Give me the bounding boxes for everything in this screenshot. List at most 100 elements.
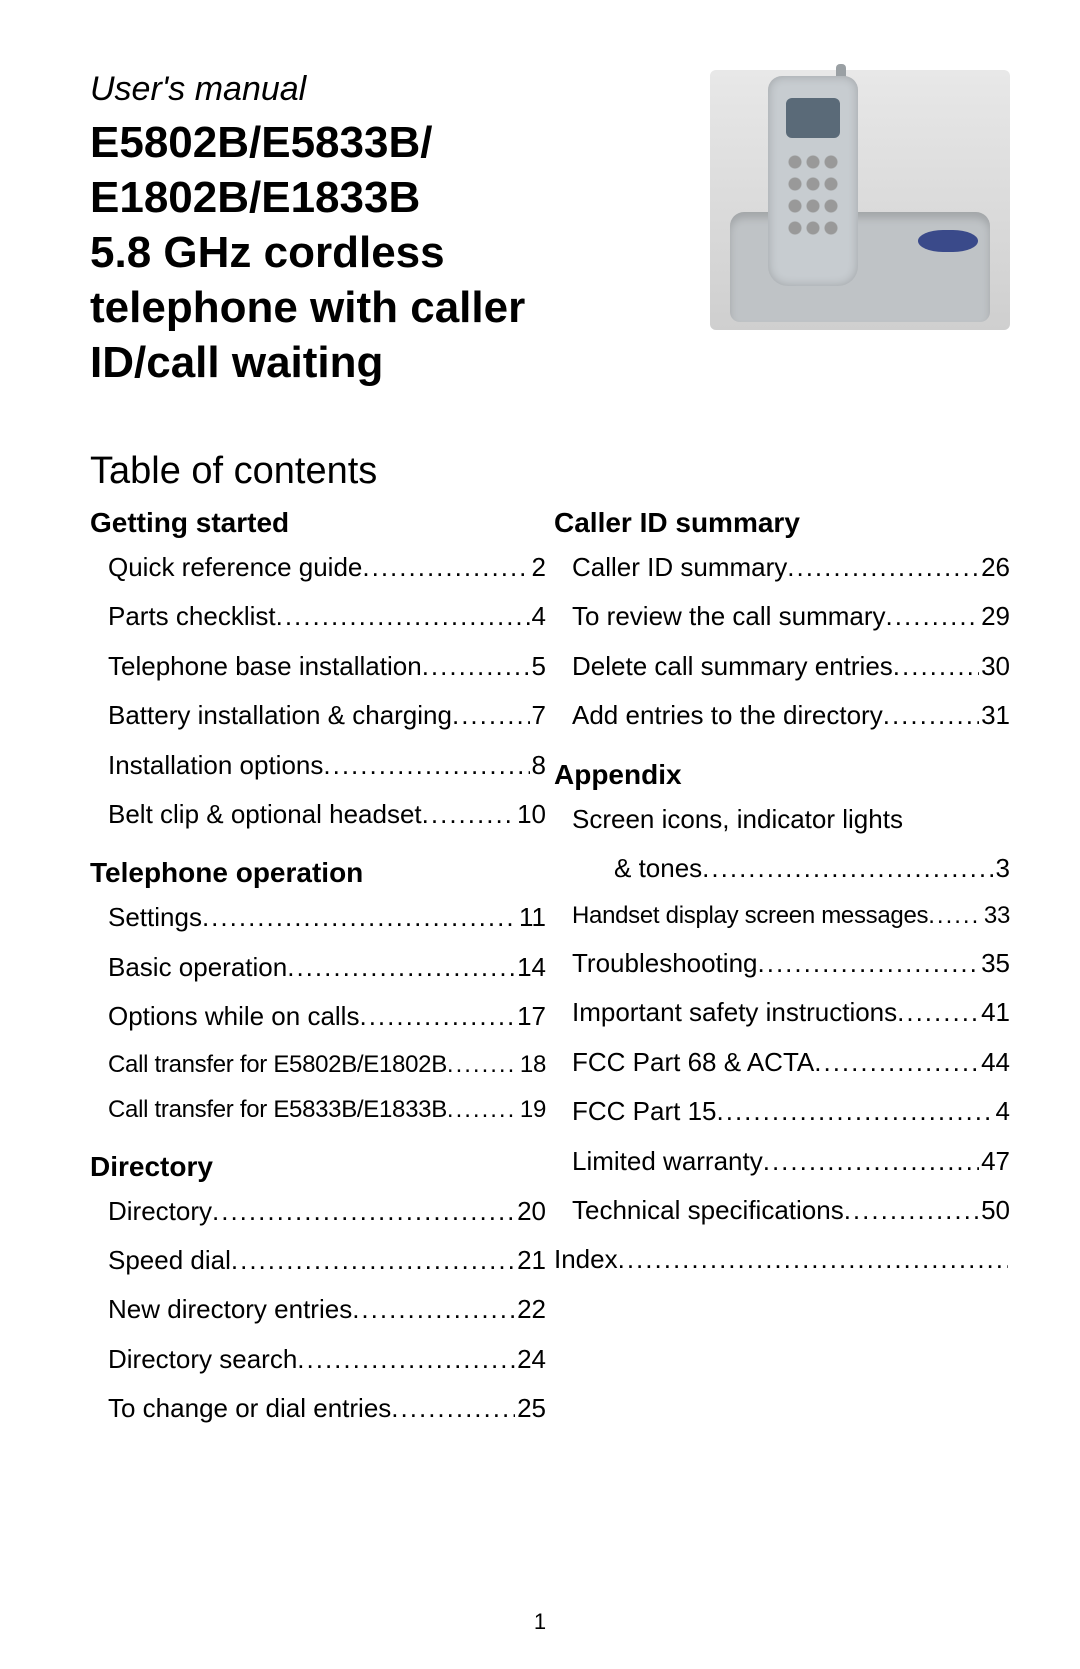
toc-entry-label: Telephone base installation xyxy=(90,642,422,691)
toc-leader-dots xyxy=(844,1186,979,1235)
toc-leader-dots xyxy=(323,741,529,790)
toc-entry-page: 8 xyxy=(530,741,546,790)
toc-entry-label: Settings xyxy=(90,893,202,942)
toc-entry-label: Index xyxy=(554,1235,618,1284)
toc-leader-dots xyxy=(452,691,530,740)
toc-entry-label: Handset display screen messages xyxy=(554,893,928,939)
toc-heading: Table of contents xyxy=(90,450,1010,493)
toc-entry-page: 11 xyxy=(517,893,546,942)
toc-column-left: Getting started Quick reference guide 2 Par… xyxy=(90,507,546,1434)
product-image xyxy=(710,70,1010,330)
toc-entry-page: 5 xyxy=(530,642,546,691)
toc-entry: Troubleshooting35 xyxy=(554,939,1010,988)
toc-entry-label: Basic operation xyxy=(90,943,287,992)
toc-entry-label: To review the call summary xyxy=(554,592,886,641)
toc-leader-dots xyxy=(362,543,529,592)
toc-leader-dots xyxy=(447,1087,518,1133)
toc-entry-label: & tones xyxy=(554,844,702,893)
toc-section-title: Directory xyxy=(90,1151,546,1183)
toc-entry: Quick reference guide 2 xyxy=(90,543,546,592)
toc-entry: FCC Part 68 & ACTA44 xyxy=(554,1038,1010,1087)
toc-leader-dots xyxy=(447,1042,518,1088)
toc-entry: Belt clip & optional headset10 xyxy=(90,790,546,839)
toc-leader-dots xyxy=(297,1335,515,1384)
toc-entry-page: 30 xyxy=(979,642,1010,691)
toc-entry-label: Quick reference guide xyxy=(90,543,362,592)
manual-page: User's manual E5802B/E5833B/ E1802B/E183… xyxy=(0,0,1080,1669)
toc-entry: Delete call summary entries30 xyxy=(554,642,1010,691)
toc-entry-label: Technical specifications xyxy=(554,1186,844,1235)
toc-leader-dots xyxy=(883,691,979,740)
toc-leader-dots xyxy=(359,992,515,1041)
toc-leader-dots xyxy=(391,1384,515,1433)
toc-entry-page: 3 xyxy=(994,844,1010,893)
toc-entry: Important safety instructions 41 xyxy=(554,988,1010,1037)
toc-entry: Settings 11 xyxy=(90,893,546,942)
toc-entry-page: 26 xyxy=(979,543,1010,592)
toc-entry-label: Installation options xyxy=(90,741,323,790)
toc-columns: Getting started Quick reference guide 2 Par… xyxy=(90,507,1010,1434)
toc-section-title: Getting started xyxy=(90,507,546,539)
toc-entry: Installation options 8 xyxy=(90,741,546,790)
toc-entry-label: Battery installation & charging xyxy=(90,691,452,740)
toc-leader-dots xyxy=(422,790,515,839)
toc-entry: Caller ID summary 26 xyxy=(554,543,1010,592)
toc-entry-page: 41 xyxy=(979,988,1010,1037)
toc-section-title: Telephone operation xyxy=(90,857,546,889)
toc-entry-label: Options while on calls xyxy=(90,992,359,1041)
main-title: E5802B/E5833B/ E1802B/E1833B 5.8 GHz cor… xyxy=(90,115,680,390)
toc-entry-page: 7 xyxy=(530,691,546,740)
toc-entry-label: Caller ID summary xyxy=(554,543,787,592)
toc-entry-label: Directory xyxy=(90,1187,212,1236)
toc-section-title: Caller ID summary xyxy=(554,507,1010,539)
toc-entry-label: Parts checklist xyxy=(90,592,276,641)
toc-section-title: Appendix xyxy=(554,759,1010,791)
toc-leader-dots xyxy=(928,893,982,939)
toc-leader-dots xyxy=(276,592,530,641)
toc-entry: Options while on calls 17 xyxy=(90,992,546,1041)
toc-entry-page: 14 xyxy=(515,943,546,992)
toc-entry-label: Call transfer for E5833B/E1833B xyxy=(90,1087,447,1133)
toc-entry-page: 33 xyxy=(982,893,1010,939)
toc-entry: FCC Part 154 xyxy=(554,1087,1010,1136)
subtitle: User's manual xyxy=(90,70,680,109)
toc-leader-dots xyxy=(893,642,979,691)
title-line: E5802B/E5833B/ xyxy=(90,118,432,167)
toc-leader-dots xyxy=(618,1235,1008,1284)
title-line: E1802B/E1833B xyxy=(90,173,420,222)
toc-entry-page: 47 xyxy=(979,1137,1010,1186)
toc-entry: Call transfer for E5833B/E1833B 19 xyxy=(90,1087,546,1133)
toc-entry: & tones 3 xyxy=(554,844,1010,893)
toc-entry-label: FCC Part 68 & ACTA xyxy=(554,1038,814,1087)
toc-entry: Battery installation & charging 7 xyxy=(90,691,546,740)
toc-entry-page: 19 xyxy=(518,1087,546,1133)
toc-leader-dots xyxy=(422,642,530,691)
toc-entry-label: FCC Part 15 xyxy=(554,1087,717,1136)
toc-entry-page: 4 xyxy=(530,592,546,641)
toc-entry: Directory 20 xyxy=(90,1187,546,1236)
toc-entry: Handset display screen messages 33 xyxy=(554,893,1010,939)
toc-leader-dots xyxy=(287,943,515,992)
toc-leader-dots xyxy=(202,893,517,942)
toc-entry-label: Important safety instructions xyxy=(554,988,897,1037)
toc-entry-page: 20 xyxy=(515,1187,546,1236)
toc-entry-label: Call transfer for E5802B/E1802B xyxy=(90,1042,447,1088)
toc-entry-page: 21 xyxy=(515,1236,546,1285)
toc-entry: Call transfer for E5802B/E1802B18 xyxy=(90,1042,546,1088)
page-number: 1 xyxy=(0,1609,1080,1635)
toc-leader-dots xyxy=(717,1087,994,1136)
toc-column-right: Caller ID summary Caller ID summary 26 To r… xyxy=(554,507,1010,1434)
toc-leader-dots xyxy=(231,1236,515,1285)
title-line: telephone with caller xyxy=(90,283,525,332)
toc-entry-label: Add entries to the directory xyxy=(554,691,883,740)
toc-entry-page: 10 xyxy=(515,790,546,839)
toc-entry-page: 31 xyxy=(979,691,1010,740)
title-line: ID/call waiting xyxy=(90,338,383,387)
toc-entry: Directory search24 xyxy=(90,1335,546,1384)
toc-entry-page: 2 xyxy=(530,543,546,592)
toc-entry-page: 17 xyxy=(515,992,546,1041)
toc-entry-label: Screen icons, indicator lights xyxy=(554,795,903,844)
toc-entry: Index xyxy=(554,1235,1010,1284)
toc-entry: Speed dial21 xyxy=(90,1236,546,1285)
toc-entry-page: 50 xyxy=(979,1186,1010,1235)
